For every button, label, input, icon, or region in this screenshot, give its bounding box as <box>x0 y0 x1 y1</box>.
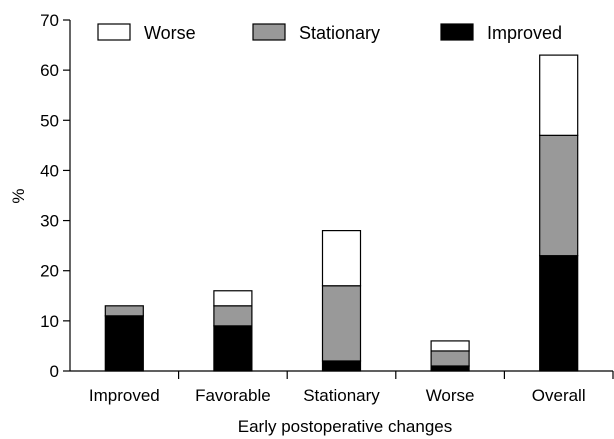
y-tick-label-10: 10 <box>40 312 59 331</box>
x-axis: Improved Favorable Stationary Worse Overall <box>70 370 614 405</box>
bar-stationary-stationary <box>321 285 362 362</box>
bar-improved-stationary <box>104 305 144 317</box>
y-tick-label-30: 30 <box>40 212 59 231</box>
y-tick-label-70: 70 <box>40 11 59 30</box>
x-tick-label-favorable: Favorable <box>195 386 271 405</box>
y-tick-label-0: 0 <box>50 362 59 381</box>
bar-favorable-stationary <box>213 305 253 327</box>
legend-label-improved: Improved <box>487 23 562 43</box>
y-axis: 0 10 20 30 40 50 60 70 <box>40 11 71 381</box>
bar-overall-stationary <box>539 134 579 257</box>
legend-label-worse: Worse <box>144 23 196 43</box>
bar-stationary-worse <box>321 230 362 287</box>
bar-overall-worse <box>539 54 579 136</box>
y-tick-label-60: 60 <box>40 61 59 80</box>
x-tick-label-worse: Worse <box>426 386 475 405</box>
bar-improved-improved <box>104 315 144 372</box>
bars <box>104 54 579 372</box>
bar-worse-stationary <box>430 350 470 367</box>
x-tick-label-improved: Improved <box>89 386 160 405</box>
bar-stationary-improved <box>321 360 362 372</box>
bar-worse-improved <box>430 365 470 372</box>
x-tick-label-overall: Overall <box>532 386 586 405</box>
y-tick-label-50: 50 <box>40 111 59 130</box>
legend-swatch-worse <box>97 23 131 41</box>
y-tick-label-20: 20 <box>40 262 59 281</box>
y-tick-label-40: 40 <box>40 161 59 180</box>
bar-favorable-improved <box>213 325 253 372</box>
bar-overall-improved <box>539 255 579 372</box>
legend-swatch-stationary <box>252 23 286 41</box>
y-axis-title: % <box>9 188 28 203</box>
bar-favorable-worse <box>213 290 253 307</box>
x-axis-title: Early postoperative changes <box>238 417 453 436</box>
legend: Worse Stationary Improved <box>97 23 562 43</box>
x-tick-label-stationary: Stationary <box>303 386 380 405</box>
legend-swatch-improved <box>440 23 474 41</box>
legend-label-stationary: Stationary <box>299 23 380 43</box>
bar-worse-worse <box>430 340 470 352</box>
